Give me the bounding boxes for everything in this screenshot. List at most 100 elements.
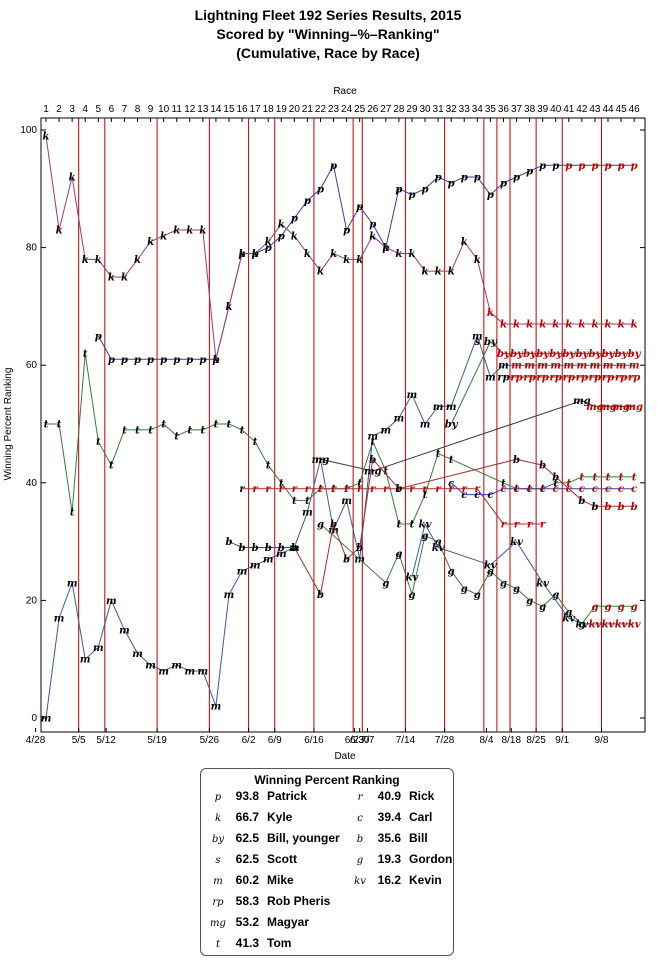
race-tick-label-32: 33: [459, 104, 471, 115]
series-point-s: s: [474, 337, 480, 348]
series-point-m: m: [433, 402, 444, 413]
legend-value: 53.2: [235, 915, 259, 929]
series-point-g: g: [552, 590, 559, 601]
series-point-k: k: [539, 320, 546, 331]
series-point-rp: rp: [510, 372, 522, 383]
series-point-t: t: [201, 425, 206, 436]
series-point-p: p: [173, 355, 180, 366]
series-point-p: p: [526, 167, 533, 178]
series-point-t: t: [83, 349, 88, 360]
series-point-b: b: [369, 455, 376, 466]
series-point-rp: rp: [602, 372, 614, 383]
series-point-mg: mg: [573, 396, 591, 407]
series-point-t: t: [540, 484, 545, 495]
legend-value: 35.6: [377, 831, 401, 845]
series-point-c: c: [474, 490, 480, 501]
series-point-t: t: [122, 425, 127, 436]
race-tick-label-11: 12: [184, 104, 196, 115]
legend-name: Mike: [267, 873, 294, 887]
legend-symbol: k: [214, 813, 222, 824]
date-tick-label-13: 8/4: [480, 735, 494, 746]
legend-name: Carl: [409, 810, 433, 824]
legend-value: 62.5: [235, 831, 259, 845]
series-point-kv: kv: [484, 561, 497, 572]
series-point-p: p: [199, 355, 206, 366]
series-point-g: g: [500, 578, 507, 589]
legend-entry: by 62.5 Bill, younger: [207, 831, 340, 849]
series-point-t: t: [344, 484, 349, 495]
race-tick-label-39: 40: [550, 104, 562, 115]
series-point-p: p: [317, 184, 324, 195]
legend-entry: t 41.3 Tom: [207, 936, 291, 954]
race-tick-label-25: 26: [367, 104, 379, 115]
series-point-m: m: [171, 661, 182, 672]
series-line-b: [228, 458, 635, 596]
series-point-g: g: [526, 596, 533, 607]
series-point-kv: kv: [432, 543, 445, 554]
y-axis-label: Winning Percent Ranking: [3, 368, 14, 481]
x-axis-label: Date: [334, 751, 356, 762]
series-point-k: k: [513, 320, 520, 331]
series-point-b: b: [343, 555, 350, 566]
series-point-m: m: [629, 361, 640, 372]
race-tick-label-40: 41: [563, 104, 575, 115]
legend-entry: p 93.8 Patrick: [207, 789, 307, 807]
series-point-k: k: [173, 225, 180, 236]
series-point-k: k: [199, 225, 206, 236]
legend-entry: b 35.6 Bill: [349, 831, 428, 849]
series-point-p: p: [265, 243, 272, 254]
series-point-kv: kv: [406, 572, 419, 583]
legend-name: Rob Pheris: [267, 894, 331, 908]
series-point-p: p: [631, 161, 638, 172]
series-point-r: r: [449, 484, 455, 495]
series-point-g: g: [605, 602, 612, 613]
series-point-m: m: [381, 425, 392, 436]
series-point-k: k: [343, 255, 350, 266]
series-point-t: t: [161, 420, 166, 431]
series-point-mg: mg: [625, 402, 643, 413]
series-point-p: p: [291, 214, 298, 225]
race-tick-label-42: 43: [589, 104, 601, 115]
series-point-m: m: [132, 649, 143, 660]
race-tick-label-31: 32: [446, 104, 458, 115]
series-point-m: m: [250, 561, 261, 572]
series-point-by: by: [628, 349, 642, 360]
y-tick-label-1: 20: [26, 595, 38, 606]
series-point-t: t: [44, 420, 49, 431]
legend-name: Patrick: [267, 789, 308, 803]
series-point-kv: kv: [419, 519, 432, 530]
series-point-m: m: [394, 414, 405, 425]
series-point-p: p: [134, 355, 141, 366]
series-point-r: r: [292, 484, 298, 495]
series-point-k: k: [631, 320, 638, 331]
legend-symbol: p: [214, 792, 222, 803]
legend-name: Magyar: [267, 915, 310, 929]
series-point-p: p: [252, 249, 259, 260]
series-point-kv: kv: [536, 578, 549, 589]
series-point-c: c: [579, 484, 585, 495]
series-point-g: g: [487, 567, 494, 578]
race-tick-label-4: 5: [95, 104, 101, 115]
series-point-b: b: [631, 502, 638, 513]
race-tick-label-14: 15: [223, 104, 235, 115]
legend-symbol: b: [356, 834, 364, 845]
series-point-m: m: [224, 590, 235, 601]
series-point-m: m: [184, 666, 195, 677]
legend-symbol: by: [211, 834, 225, 845]
series-point-r: r: [409, 484, 415, 495]
series-point-r: r: [540, 519, 546, 530]
legend-name: Kyle: [267, 810, 293, 824]
legend-symbol: m: [213, 876, 223, 887]
legend-name: Bill, younger: [267, 831, 340, 845]
series-point-c: c: [540, 484, 546, 495]
y-tick-label-4: 80: [26, 243, 38, 254]
series-point-p: p: [435, 173, 442, 184]
series-point-r: r: [357, 484, 363, 495]
series-point-b: b: [278, 543, 285, 554]
race-tick-label-10: 11: [172, 104, 183, 115]
series-point-r: r: [370, 484, 376, 495]
series-point-t: t: [370, 437, 375, 448]
series-point-by: by: [562, 349, 576, 360]
y-tick-label-2: 40: [26, 478, 38, 489]
legend-entry: k 66.7 Kyle: [207, 810, 292, 828]
